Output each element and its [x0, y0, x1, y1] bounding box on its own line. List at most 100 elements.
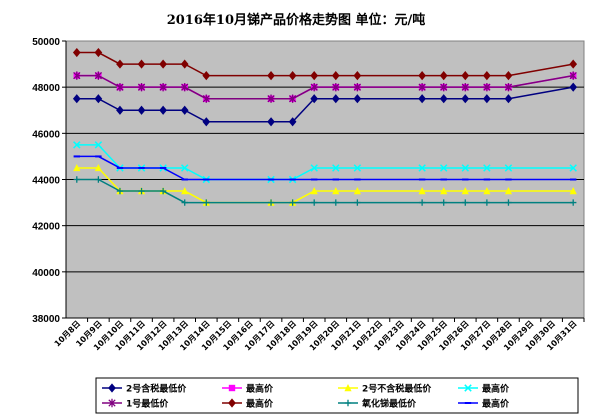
y-tick-label: 46000 — [32, 129, 60, 140]
legend-item: 2号不含税最低价 — [338, 383, 432, 395]
data-point — [203, 199, 210, 206]
data-point — [73, 163, 81, 172]
legend-marker — [464, 384, 472, 392]
y-tick-label: 50000 — [32, 37, 60, 48]
data-point — [180, 59, 189, 69]
data-point — [137, 59, 146, 69]
data-point — [418, 199, 426, 206]
legend-item: 氧化锑最低价 — [338, 398, 417, 410]
data-point — [137, 82, 146, 92]
data-point — [310, 94, 319, 104]
data-point — [159, 105, 167, 115]
data-point — [94, 141, 103, 149]
series-1 — [72, 82, 578, 127]
data-point — [418, 164, 426, 172]
y-tick-label: 42000 — [32, 222, 60, 233]
data-point — [569, 82, 578, 92]
data-point — [116, 187, 124, 195]
legend-marker — [344, 384, 352, 392]
legend-box — [95, 377, 579, 414]
data-point — [504, 71, 513, 81]
data-point — [288, 71, 297, 81]
data-point — [310, 82, 318, 92]
data-point — [181, 82, 189, 92]
data-point — [483, 187, 491, 195]
data-point — [159, 82, 167, 92]
data-point — [116, 105, 124, 115]
legend-item: 最高价 — [222, 383, 274, 395]
legend-label: 1号最低价 — [126, 398, 169, 410]
data-point — [72, 47, 81, 58]
data-point — [180, 105, 189, 115]
data-point — [483, 164, 491, 172]
data-point — [418, 71, 426, 81]
data-point — [331, 94, 340, 104]
legend-item: 最高价 — [458, 383, 510, 395]
data-point — [461, 82, 469, 92]
data-point — [570, 199, 577, 206]
data-point — [461, 187, 469, 195]
data-point — [159, 187, 167, 195]
data-point — [94, 71, 103, 80]
data-point — [439, 94, 448, 104]
data-point — [73, 141, 81, 149]
data-point — [138, 187, 145, 195]
data-point — [181, 187, 189, 195]
data-point — [418, 82, 426, 92]
series-8 — [73, 155, 577, 181]
data-point — [95, 176, 102, 183]
data-point — [483, 71, 491, 81]
y-tick-label: 44000 — [32, 176, 60, 187]
data-point — [418, 187, 426, 195]
data-point — [483, 82, 491, 92]
data-point — [94, 163, 102, 172]
data-point — [202, 94, 210, 103]
data-point — [461, 71, 470, 81]
data-point — [94, 47, 103, 58]
legend-marker — [108, 398, 116, 408]
series-line — [76, 178, 574, 204]
series-6 — [72, 47, 578, 81]
data-point — [288, 117, 297, 127]
data-point — [569, 164, 577, 172]
data-point — [310, 71, 319, 81]
data-point — [354, 199, 361, 206]
data-point — [439, 71, 448, 81]
data-point — [332, 187, 340, 195]
legend-item: 1号最低价 — [102, 398, 169, 410]
legend-item: 最高价 — [222, 398, 274, 410]
data-point — [116, 82, 124, 92]
data-point — [332, 82, 340, 92]
data-point — [505, 199, 512, 206]
legend-marker — [228, 398, 236, 408]
data-point — [569, 187, 577, 195]
data-point — [116, 59, 124, 69]
data-point — [72, 94, 81, 104]
data-point — [331, 71, 340, 81]
data-point — [267, 117, 275, 127]
legend-label: 最高价 — [482, 383, 510, 395]
data-point — [353, 187, 361, 195]
y-tick-label: 38000 — [32, 314, 60, 325]
data-point — [504, 187, 513, 195]
data-point — [439, 164, 448, 172]
series-group — [72, 47, 578, 206]
data-point — [94, 94, 103, 104]
data-point — [504, 82, 513, 92]
data-point — [440, 199, 447, 206]
data-point — [288, 94, 297, 103]
series-line — [76, 155, 574, 181]
legend-label: 氧化锑最低价 — [361, 398, 417, 410]
data-point — [353, 94, 362, 104]
data-point — [353, 71, 362, 81]
data-point — [483, 94, 491, 104]
chart-title: 2016年10月锑产品价格走势图 单位：元/吨 — [167, 12, 426, 28]
data-point — [289, 199, 296, 206]
series-line — [76, 74, 574, 100]
legend-marker — [228, 384, 236, 392]
legend-item: 2号含税最低价 — [102, 383, 187, 395]
data-point — [332, 164, 340, 172]
legend-label: 最高价 — [246, 398, 274, 410]
